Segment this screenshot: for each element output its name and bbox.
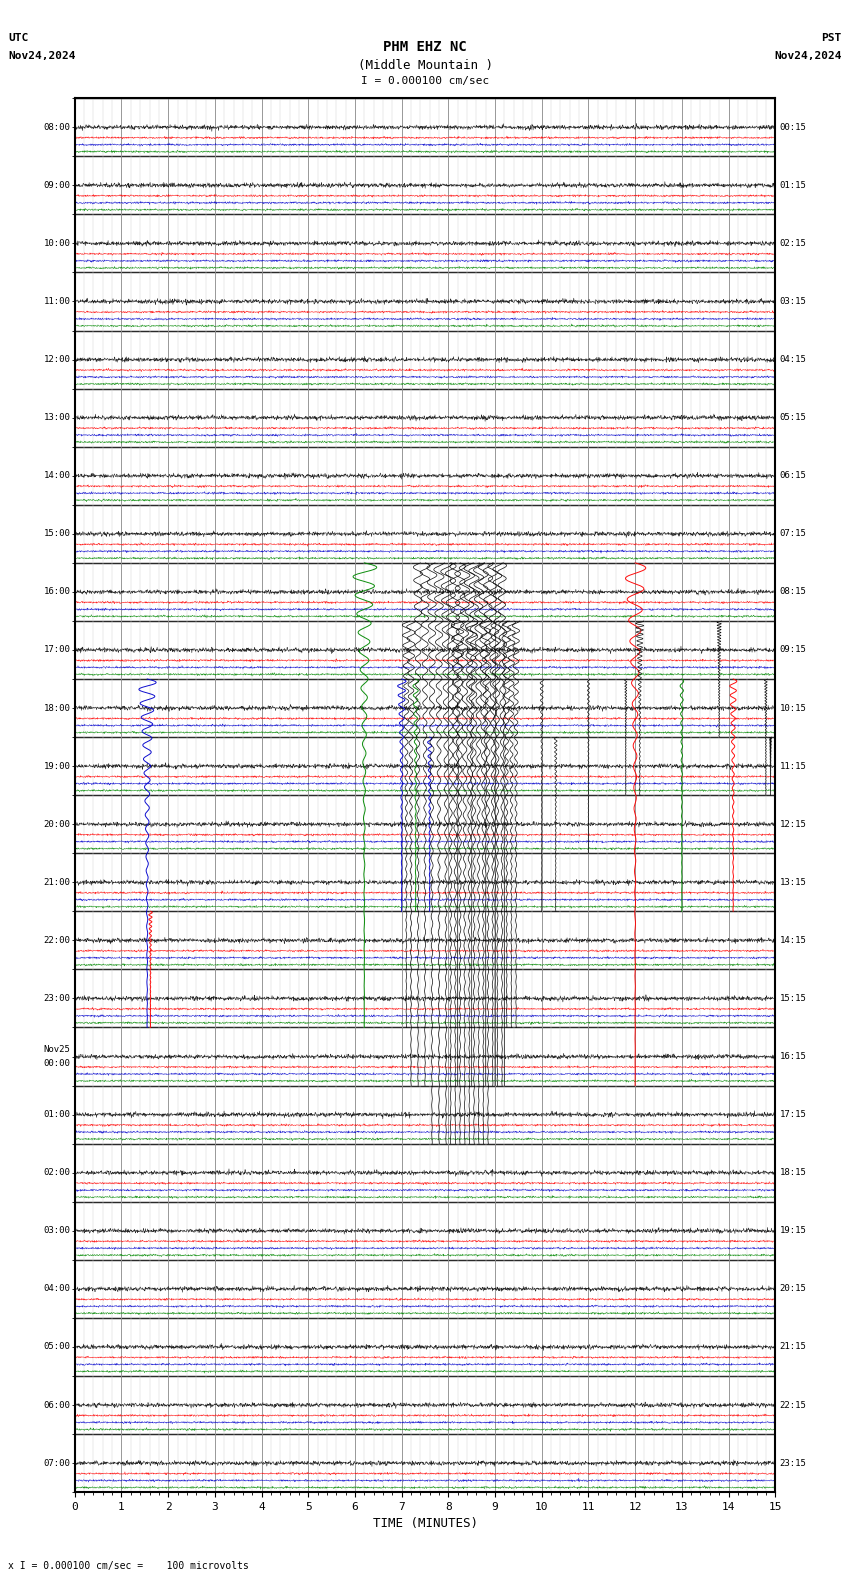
- Text: 04:00: 04:00: [43, 1285, 71, 1294]
- Text: 10:15: 10:15: [779, 703, 807, 713]
- Text: 06:00: 06:00: [43, 1400, 71, 1410]
- Text: 00:15: 00:15: [779, 122, 807, 131]
- Text: 01:00: 01:00: [43, 1110, 71, 1120]
- Text: 21:15: 21:15: [779, 1342, 807, 1351]
- Text: 09:15: 09:15: [779, 645, 807, 654]
- Text: Nov24,2024: Nov24,2024: [8, 51, 76, 60]
- Text: 08:15: 08:15: [779, 588, 807, 597]
- Text: 11:00: 11:00: [43, 296, 71, 306]
- Text: 15:15: 15:15: [779, 993, 807, 1003]
- Text: (Middle Mountain ): (Middle Mountain ): [358, 59, 492, 71]
- Text: 14:15: 14:15: [779, 936, 807, 946]
- Text: 16:00: 16:00: [43, 588, 71, 597]
- Text: 04:15: 04:15: [779, 355, 807, 364]
- Text: 20:15: 20:15: [779, 1285, 807, 1294]
- Text: 05:00: 05:00: [43, 1342, 71, 1351]
- Text: 09:00: 09:00: [43, 181, 71, 190]
- Text: 19:00: 19:00: [43, 762, 71, 771]
- Text: UTC: UTC: [8, 33, 29, 43]
- Text: 07:00: 07:00: [43, 1459, 71, 1468]
- Text: 02:00: 02:00: [43, 1167, 71, 1177]
- Text: 05:15: 05:15: [779, 413, 807, 423]
- Text: 07:15: 07:15: [779, 529, 807, 539]
- Text: 19:15: 19:15: [779, 1226, 807, 1236]
- Text: Nov25: Nov25: [43, 1045, 71, 1053]
- Text: 03:15: 03:15: [779, 296, 807, 306]
- Text: 10:00: 10:00: [43, 239, 71, 249]
- Text: 21:00: 21:00: [43, 878, 71, 887]
- Text: 02:15: 02:15: [779, 239, 807, 249]
- X-axis label: TIME (MINUTES): TIME (MINUTES): [372, 1517, 478, 1530]
- Text: 03:00: 03:00: [43, 1226, 71, 1236]
- Text: I = 0.000100 cm/sec: I = 0.000100 cm/sec: [361, 76, 489, 86]
- Text: 08:00: 08:00: [43, 122, 71, 131]
- Text: x I = 0.000100 cm/sec =    100 microvolts: x I = 0.000100 cm/sec = 100 microvolts: [8, 1562, 249, 1571]
- Text: 22:15: 22:15: [779, 1400, 807, 1410]
- Text: 14:00: 14:00: [43, 470, 71, 480]
- Text: 16:15: 16:15: [779, 1052, 807, 1061]
- Text: 23:00: 23:00: [43, 993, 71, 1003]
- Text: 17:15: 17:15: [779, 1110, 807, 1120]
- Text: 11:15: 11:15: [779, 762, 807, 771]
- Text: 01:15: 01:15: [779, 181, 807, 190]
- Text: PHM EHZ NC: PHM EHZ NC: [383, 40, 467, 54]
- Text: 13:15: 13:15: [779, 878, 807, 887]
- Text: 22:00: 22:00: [43, 936, 71, 946]
- Text: 23:15: 23:15: [779, 1459, 807, 1468]
- Text: 18:00: 18:00: [43, 703, 71, 713]
- Text: 20:00: 20:00: [43, 819, 71, 828]
- Text: 06:15: 06:15: [779, 470, 807, 480]
- Text: Nov24,2024: Nov24,2024: [774, 51, 842, 60]
- Text: 12:15: 12:15: [779, 819, 807, 828]
- Text: PST: PST: [821, 33, 842, 43]
- Text: 18:15: 18:15: [779, 1167, 807, 1177]
- Text: 13:00: 13:00: [43, 413, 71, 423]
- Text: 15:00: 15:00: [43, 529, 71, 539]
- Text: 17:00: 17:00: [43, 645, 71, 654]
- Text: 12:00: 12:00: [43, 355, 71, 364]
- Text: 00:00: 00:00: [43, 1060, 71, 1068]
